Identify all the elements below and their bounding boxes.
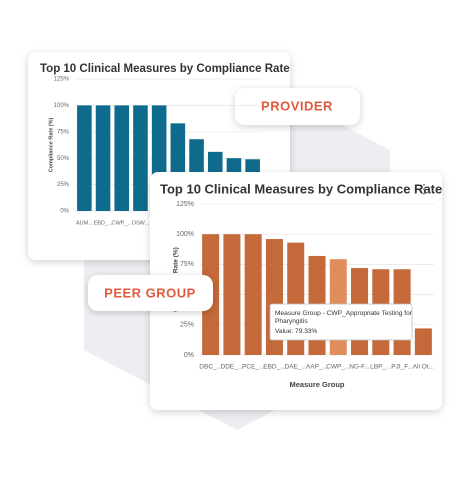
y-tick-label: 75% [57,129,70,135]
x-tick-label: AUM... [76,220,93,226]
bar [77,105,92,211]
x-tick-label: AAP_... [306,364,328,371]
y-tick-label: 25% [180,322,194,329]
y-axis-label: Compliance Rate (%) [48,117,54,172]
peer-badge-text: PEER GROUP [104,285,196,300]
x-tick-label: DBC_... [199,364,222,371]
y-tick-label: 100% [54,103,70,109]
chart-title: Top 10 Clinical Measures by Compliance R… [40,63,290,75]
x-tick-label: EBD_... [263,364,286,371]
x-tick-label: PJI_F... [391,364,413,371]
tooltip-value: Value: 79.33% [275,328,318,335]
x-tick-label: CWP_... [326,364,350,371]
x-tick-label: DAE_... [285,364,308,371]
x-tick-label: DDE_... [221,364,244,371]
menu-icon[interactable]: ⋮ [418,181,431,196]
y-tick-label: 25% [57,182,70,188]
y-tick-label: 0% [184,352,194,359]
y-tick-label: 125% [176,201,194,208]
bar [114,105,130,211]
chart-title: Top 10 Clinical Measures by Compliance R… [160,181,442,196]
bar [244,234,262,355]
y-tick-label: 75% [180,261,194,268]
provider-badge-text: PROVIDER [261,98,333,113]
y-tick-label: 50% [57,156,70,162]
bar [223,234,241,355]
x-tick-label: LBP_... [370,364,392,371]
x-tick-label: PCE_... [242,364,265,371]
x-tick-label: OSW... [132,220,150,226]
x-tick-label: CWP_... [112,220,133,226]
y-tick-label: 0% [60,209,69,215]
x-tick-label: EBD_... [94,220,113,226]
tooltip: Measure Group - CWP_Appropriate Testing … [269,303,413,341]
x-axis-label: Measure Group [289,380,344,389]
tooltip-box [269,303,413,341]
bar [414,328,432,355]
peer-badge [88,275,213,311]
y-tick-label: 125% [54,77,70,83]
x-tick-label: All Ot... [413,364,435,371]
provider-badge [235,88,360,125]
x-tick-label: NG-F... [349,364,370,371]
tooltip-title: Measure Group - CWP_Appropriate Testing … [275,310,413,325]
y-tick-label: 100% [176,231,194,238]
bar [95,105,111,211]
bar [133,105,148,211]
